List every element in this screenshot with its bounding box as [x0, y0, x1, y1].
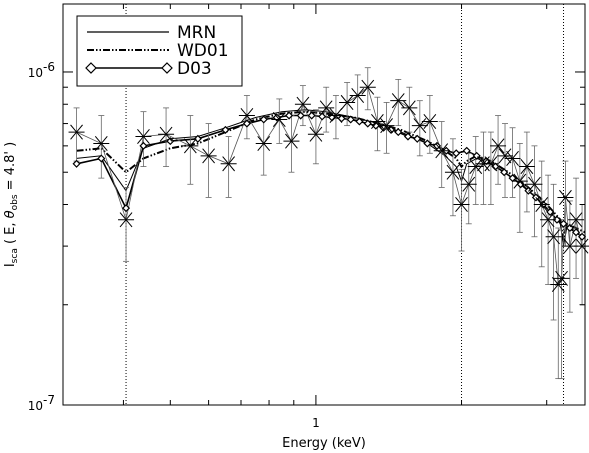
axis-ticks: 10 -710 -61	[28, 4, 585, 430]
data-point-diamond	[363, 119, 372, 128]
x-axis-label: Energy (keV)	[282, 436, 366, 451]
data-point-diamond	[166, 137, 175, 146]
data-point-diamond	[296, 111, 305, 120]
legend-entry: MRN	[87, 23, 216, 43]
data-point-asterisk	[318, 100, 335, 116]
data-point-asterisk	[568, 212, 585, 228]
data-point-asterisk	[526, 176, 543, 192]
data-point-asterisk	[294, 96, 311, 112]
legend-entry: WD01	[87, 41, 229, 61]
y-tick-label: 10	[28, 399, 43, 413]
data-point-asterisk	[433, 143, 450, 159]
data-point-diamond	[413, 134, 422, 143]
data-point-diamond	[394, 128, 403, 137]
data-point-diamond	[546, 207, 555, 216]
data-point-diamond	[193, 134, 202, 143]
legend-label: MRN	[177, 23, 216, 43]
data-point-diamond	[371, 121, 380, 130]
data-point-asterisk	[421, 113, 438, 130]
data-point-asterisk	[283, 133, 300, 149]
data-point-diamond	[552, 215, 561, 224]
data-point-diamond	[572, 228, 581, 237]
data-point-asterisk	[411, 118, 428, 134]
data-point-asterisk	[401, 100, 418, 116]
data-point-asterisk	[307, 126, 324, 142]
data-point-asterisk	[444, 164, 461, 180]
data-point-asterisk	[255, 135, 272, 151]
y-axis-label-main: I	[3, 263, 18, 267]
data-point-diamond	[403, 132, 413, 141]
series-layer	[73, 67, 586, 380]
legend-label: WD01	[177, 41, 229, 61]
data-point-diamond	[221, 125, 230, 134]
data-point-diamond	[242, 119, 251, 128]
data-point-asterisk	[271, 111, 288, 128]
legend-entry: D03	[85, 59, 212, 79]
data-point-diamond	[72, 159, 81, 168]
data-point-asterisk	[545, 229, 562, 245]
legend-marker-diamond	[85, 62, 97, 74]
data-point-asterisk	[490, 138, 507, 154]
data-point-asterisk	[158, 126, 175, 142]
data-point-asterisk	[68, 124, 85, 140]
data-point-asterisk	[135, 129, 152, 145]
data-point-diamond	[423, 139, 432, 148]
y-tick-exponent: -6	[43, 60, 55, 74]
observed-data	[73, 67, 586, 380]
data-point-diamond	[452, 149, 461, 158]
data-point-asterisk	[533, 196, 550, 213]
data-point-diamond	[462, 146, 471, 155]
data-point-asterisk	[220, 156, 237, 172]
data-point-diamond	[97, 154, 106, 163]
data-point-asterisk	[557, 189, 574, 205]
data-point-diamond	[355, 117, 364, 126]
data-point-diamond	[259, 115, 268, 124]
data-point-diamond	[285, 111, 294, 120]
data-point-asterisk	[378, 118, 395, 134]
data-point-diamond	[318, 112, 327, 121]
data-point-asterisk	[518, 159, 535, 175]
x-tick-label: 1	[312, 416, 320, 430]
data-point-diamond	[139, 141, 148, 150]
data-point-diamond	[565, 223, 574, 233]
data-point-diamond	[578, 232, 587, 241]
data-point-diamond	[346, 115, 355, 124]
y-axis-label-sub: sca	[10, 248, 20, 263]
legend-marker-diamond	[161, 62, 173, 74]
data-point-asterisk	[327, 108, 344, 124]
data-point-asterisk	[200, 148, 217, 164]
data-point-asterisk	[511, 173, 528, 189]
data-point-asterisk	[349, 87, 366, 104]
data-point-asterisk	[453, 196, 470, 213]
y-axis-label: Isca ( E, θobs = 4.8' )	[3, 142, 20, 267]
data-point-diamond	[121, 204, 131, 213]
series-line-d03	[76, 114, 583, 238]
data-point-asterisk	[504, 150, 521, 166]
data-point-asterisk	[553, 270, 570, 286]
y-axis-label-end: = 4.8' )	[3, 142, 18, 195]
data-point-asterisk	[460, 176, 477, 192]
y-axis-label-theta: θ	[3, 210, 18, 218]
y-tick-exponent: -7	[43, 393, 55, 407]
y-axis-label-rest: ( E,	[3, 218, 18, 248]
data-point-asterisk	[182, 138, 199, 154]
data-point-asterisk	[359, 79, 376, 95]
data-point-asterisk	[540, 212, 557, 228]
series-line-wd01	[76, 110, 586, 242]
data-point-diamond	[272, 113, 281, 122]
data-point-asterisk	[482, 156, 499, 172]
data-point-diamond	[500, 168, 509, 177]
data-point-diamond	[559, 219, 568, 228]
data-point-asterisk	[93, 135, 110, 151]
legend-label: D03	[177, 59, 212, 79]
data-point-diamond	[307, 111, 316, 120]
marker-layer	[68, 79, 589, 293]
y-tick-label: 10	[28, 66, 43, 80]
data-point-asterisk	[238, 108, 255, 124]
y-axis-label-theta-sub: obs	[10, 194, 20, 210]
data-point-asterisk	[118, 212, 135, 228]
